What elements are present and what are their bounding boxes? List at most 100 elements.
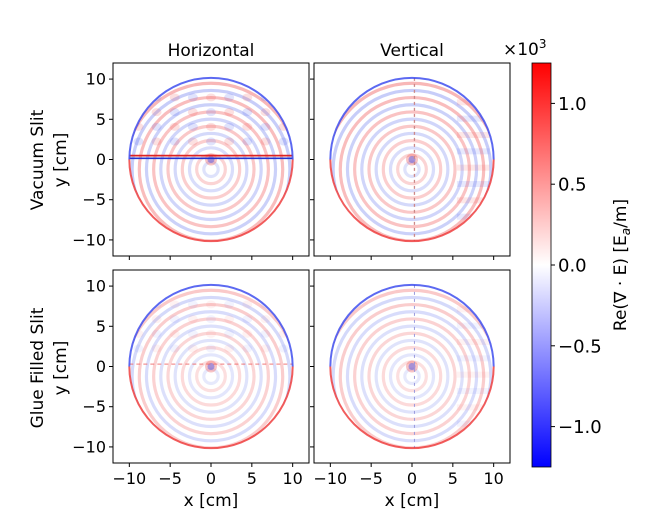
wave-ring [330,288,494,449]
interference-blob [187,122,198,131]
source-core [205,153,217,166]
ylabel-bottom: y [cm] [51,341,71,396]
y-tick-label: 10 [86,277,106,296]
wave-ring [367,331,457,421]
wave-ring [129,288,293,449]
interference-blob [224,137,235,146]
boundary-bottom [329,159,495,243]
y-tick-label: 0 [96,357,106,376]
y-tick-label: 5 [96,110,106,129]
source-core [406,360,418,373]
y-tick-label: −5 [82,397,106,416]
x-tick-label: 0 [206,469,216,488]
colorbar-tick-label: 1.0 [558,94,587,115]
interference-blob [169,122,180,131]
boundary-top [128,76,294,160]
interference-band [456,132,490,138]
col-title-vertical: Vertical [380,41,444,61]
interference-blob [224,329,235,338]
wave-ring [403,367,421,386]
wave-ring [130,88,292,242]
wave-ring [159,324,263,429]
interference-blob [206,122,216,131]
interference-blob [151,108,162,117]
interference-blob [242,344,253,353]
boundary-top [329,76,495,160]
x-tick-label: 10 [483,469,503,488]
interference-blob [260,315,271,324]
interference-blob [187,93,198,102]
colorbar-tick-label: 0.0 [558,256,587,277]
y-tick-label: 10 [86,70,106,89]
interference-blob [187,108,198,117]
wave-ring [381,139,443,200]
colorbar-label-main: Re(∇ · E) [E [611,235,631,331]
wave-ring [353,317,471,436]
boundary-top [329,283,495,367]
interference-blob [187,137,198,146]
interference-band [456,388,490,394]
interference-band [456,404,490,411]
interference-blob [224,93,235,102]
col-title-horizontal: Horizontal [168,41,255,61]
interference-blob [224,122,235,131]
y-tick-label: −5 [82,190,106,209]
interference-blob [242,315,253,324]
interference-band [456,322,490,329]
interference-band [456,181,490,187]
field-map [129,284,293,449]
interference-blob [260,344,271,353]
source-center [207,363,215,370]
wave-ring [180,139,242,200]
wave-ring [173,131,249,207]
wave-ring [166,124,256,214]
colorbar-bar [531,62,552,468]
colorbar-multiplier-base: ×10 [503,40,539,60]
boundary-top [128,283,294,367]
interference-blob [242,137,253,146]
interference-band [456,197,490,204]
interference-blob [242,93,253,102]
interference-blob [260,108,271,117]
wave-ring [331,295,493,449]
y-tick-label: −10 [72,230,106,249]
interference-blob [260,122,271,131]
interference-blob [206,315,216,324]
interference-blob [242,108,253,117]
y-tick-label: 5 [96,317,106,336]
wave-ring [381,346,443,407]
y-tick-label: −10 [72,437,106,456]
x-tick-label: −10 [313,469,347,488]
colorbar-tick-label: −0.5 [558,336,602,357]
source-center [207,156,215,163]
panel-background [113,63,309,256]
wave-ring [166,331,256,421]
interference-blob [151,344,162,353]
wave-ring [195,360,227,393]
interference-blob [206,344,216,353]
interference-blob [133,137,144,146]
interference-band [456,371,490,378]
interference-blob [206,329,216,338]
interference-blob [151,137,162,146]
wave-ring [396,153,428,186]
x-tick-label: 5 [247,469,257,488]
panel-vacuum-vertical [310,62,511,260]
interference-band [456,355,490,362]
wave-ring [403,160,421,179]
panel-glue-horizontal: 10 5 0 −5 −10 −10 −5 0 5 10 [72,269,310,488]
interference-blob [242,122,253,131]
interference-blob [169,108,180,117]
source-center [408,156,416,163]
panel-vacuum-horizontal: 10 5 0 −5 −10 [72,62,310,260]
wave-ring [152,317,270,436]
x-tick-label: −10 [112,469,146,488]
wave-ring [330,81,494,242]
interference-blob [224,344,235,353]
interference-blob [206,108,216,117]
interference-blob [224,315,235,324]
colorbar: 1.0 0.5 0.0 −0.5 −1.0 ×103 Re(∇ · E) [Ea/m] [503,37,633,468]
wave-ring [353,110,471,229]
interference-band [456,164,490,171]
ylabel-top: y [cm] [51,133,71,188]
